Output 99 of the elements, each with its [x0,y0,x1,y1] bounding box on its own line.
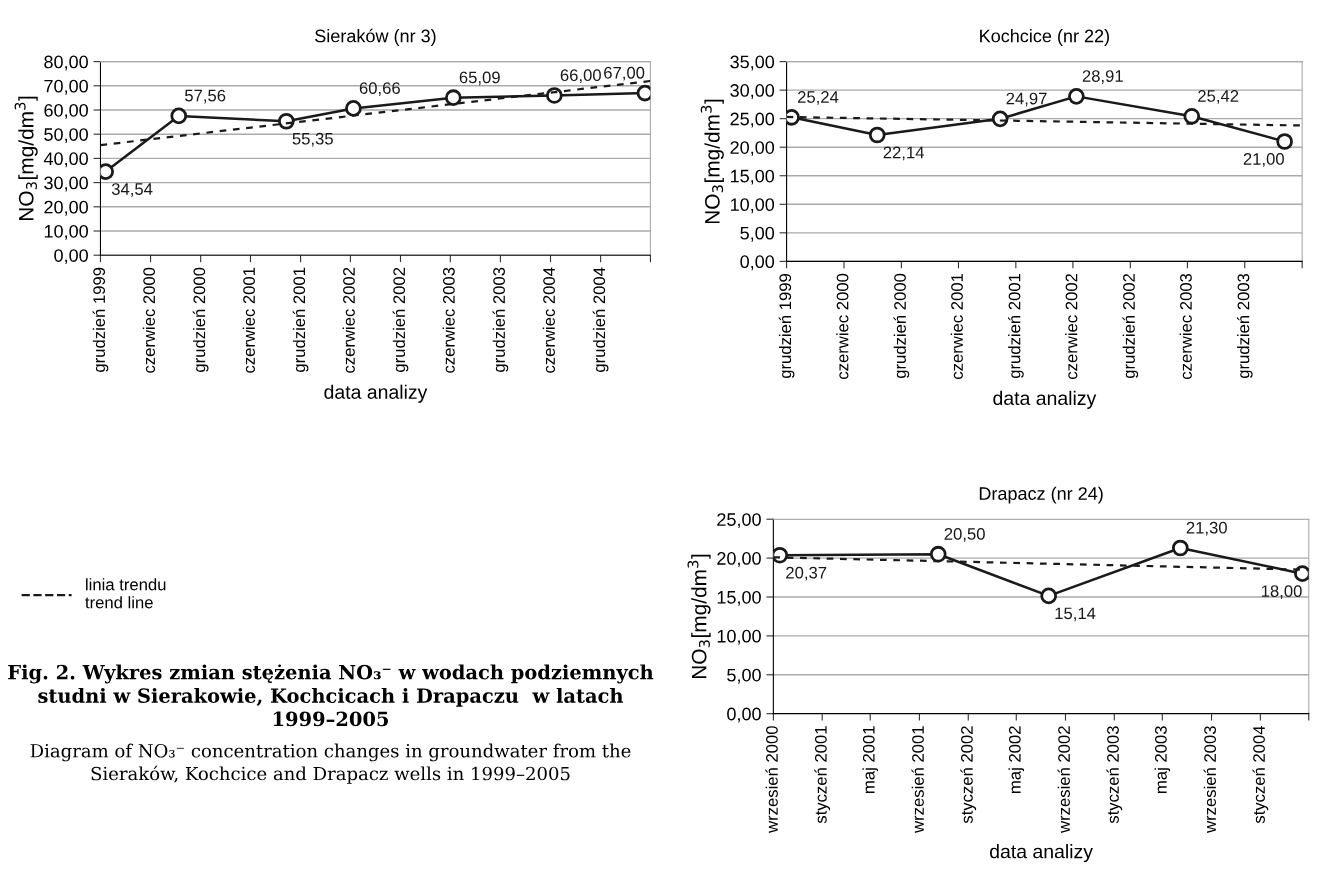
x-tick-label: styczeń 2004 [1252,725,1269,824]
data-label: 24,97 [1006,92,1047,107]
x-tick-label: czerwiec 2003 [442,267,455,373]
x-tick-label: czerwiec 2002 [342,267,355,373]
chart-title: Drapacz (nr 24) [979,486,1103,504]
data-label: 22,14 [883,146,924,161]
data-label: 60,66 [359,82,400,96]
data-label: 65,09 [459,71,500,86]
point [1068,88,1085,105]
data-label: 21,30 [1186,521,1227,536]
point [1171,539,1189,557]
y-axis-title: NO$_{3}$[mg/dm$^{3}$] [14,96,38,221]
x-tick-label: maj 2002 [1008,726,1025,793]
y-tick-label: 70,00 [44,79,88,95]
x-tick-label: grudzień 2002 [392,267,409,372]
y-tick-label: 35,00 [730,55,775,71]
y-tick-label: 40,00 [43,152,88,168]
data-label: 20,37 [786,566,827,581]
y-tick-label: 15,00 [730,169,775,185]
y-tick-label: 30,00 [730,84,775,99]
x-tick-label: maj 2003 [1154,726,1171,793]
data-label: 28,91 [1082,70,1123,84]
y-tick-label: 15,00 [717,590,761,606]
x-tick-label: grudzień 2001 [292,267,309,372]
x-tick-label: czerwiec 2001 [242,267,255,373]
x-tick-label: grudzień 1999 [92,267,109,372]
x-tick-label: grudzień 2000 [893,273,910,379]
y-tick-label: 0,00 [54,249,88,265]
x-tick-label: grudzień 2003 [1236,273,1253,379]
y-tick-label: 25,00 [730,112,775,128]
y-axis-title: NO$_{3}$[mg/dm$^{3}$] [700,99,724,224]
x-axis-title: data analizy [324,384,428,403]
y-tick-label: 5,00 [740,226,775,242]
x-tick-label: grudzień 2004 [592,267,609,372]
point [1183,107,1201,125]
y-tick-label: 30,00 [44,176,88,192]
point [929,545,947,563]
x-tick-label: grudzień 2002 [1122,273,1139,379]
y-tick-label: 10,00 [44,224,88,240]
x-axis-title: data analizy [993,390,1097,409]
chart-title: Sieraków (nr 3) [315,28,436,46]
data-label: 57,56 [184,89,226,104]
y-tick-label: 25,00 [717,513,761,529]
point [636,84,651,102]
y-tick-label: 60,00 [44,103,88,119]
x-tick-label: wrzesień 2003 [1203,726,1217,833]
x-tick-label: styczeń 2002 [960,726,977,824]
y-tick-label: 20,00 [717,552,761,567]
x-tick-label: wrzesień 2001 [911,726,924,833]
x-tick-label: czerwiec 2000 [836,273,849,379]
x-tick-label: czerwiec 2001 [950,273,963,379]
x-axis-title: data analizy [990,844,1093,863]
x-tick-label: grudzień 2003 [492,267,509,372]
data-label: 55,35 [292,132,333,147]
x-tick-label: czerwiec 2000 [142,267,156,373]
data-label: 67,00 [604,66,645,81]
y-tick-label: 10,00 [730,198,775,214]
x-tick-label: czerwiec 2003 [1179,273,1192,379]
y-tick-label: 50,00 [44,128,88,144]
data-label: 18,00 [1261,585,1302,599]
y-tick-label: 10,00 [717,629,761,645]
x-tick-label: grudzień 2000 [192,267,209,372]
x-tick-label: styczeń 2003 [1106,726,1123,824]
chart-title: Kochcice (nr 22) [980,29,1109,46]
data-label: 15,14 [1055,607,1096,622]
point [345,100,362,117]
y-axis-title: NO$_{3}$[mg/dm$^{3}$] [687,554,711,679]
point [868,126,886,144]
point [1276,133,1293,150]
point [170,107,188,125]
y-tick-label: 5,00 [727,668,761,684]
y-tick-label: 20,00 [730,141,775,157]
data-label: 25,24 [798,91,839,105]
text: Diagram of NO₃⁻ concentration changes in groundwater from the Sieraków, Kochcice and Drapacz wells in 1999–2005 [30,743,631,784]
point [546,87,563,104]
point [100,163,115,180]
data-label: 20,50 [944,528,985,542]
data-label: 34,54 [111,183,153,197]
caption: Fig. 2. Wykres zmian stężenia NO₃⁻ w wodach podziemnych studni w Sierakowie, Kochcicach i Drapaczu w latach 1999–2005 [8,664,654,727]
data-label: 66,00 [560,69,601,84]
point [773,546,789,564]
y-tick-label: 80,00 [44,55,88,71]
x-tick-label: wrzesień 2000 [765,726,778,833]
point [1040,587,1058,605]
x-tick-label: styczeń 2001 [814,726,831,824]
point [278,112,295,130]
x-tick-label: wrzesień 2002 [1057,726,1070,833]
y-tick-label: 20,00 [44,200,88,216]
x-tick-label: grudzień 2001 [1007,273,1024,379]
x-tick-label: czerwiec 2004 [542,267,555,373]
x-tick-label: maj 2001 [862,726,878,793]
data-label: 25,42 [1198,90,1239,104]
y-tick-label: 0,00 [727,707,761,723]
x-tick-label: czerwiec 2002 [1065,274,1078,379]
data-label: 21,00 [1243,153,1284,167]
y-tick-label: 0,00 [740,255,775,271]
legend-label: linia trendu trend line [85,578,166,609]
x-tick-label: grudzień 1999 [778,273,795,379]
point [444,89,462,107]
